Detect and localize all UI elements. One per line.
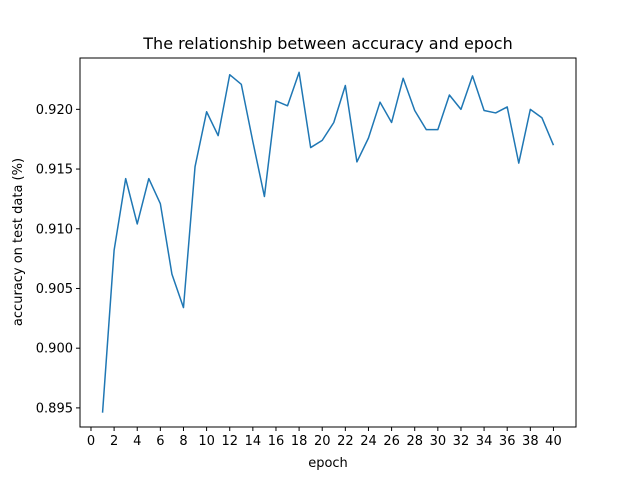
x-tick-label: 38 <box>522 434 539 449</box>
x-tick-label: 24 <box>360 434 377 449</box>
y-axis-title: accuracy on test data (%) <box>11 158 26 326</box>
x-tick-label: 10 <box>198 434 215 449</box>
x-tick-label: 20 <box>314 434 331 449</box>
x-tick-label: 14 <box>245 434 262 449</box>
x-tick-label: 18 <box>291 434 308 449</box>
y-tick-label: 0.895 <box>36 401 73 416</box>
y-tick-label: 0.915 <box>36 163 73 178</box>
y-tick-label: 0.900 <box>36 342 73 357</box>
x-tick-label: 8 <box>179 434 187 449</box>
plot-frame <box>79 57 577 428</box>
x-tick-label: 16 <box>268 434 285 449</box>
series-line <box>101 71 555 413</box>
x-axis-title: epoch <box>308 456 348 471</box>
x-tick-label: 40 <box>545 434 562 449</box>
x-tick-label: 34 <box>476 434 493 449</box>
plot-area <box>101 71 555 413</box>
x-tick-label: 22 <box>337 434 354 449</box>
y-tick-label: 0.910 <box>36 222 73 237</box>
x-tick-label: 30 <box>430 434 447 449</box>
x-axis: 0 2 4 6 8 10 12 14 16 18 20 22 24 26 28 30 32 34 36 38 40 <box>87 427 562 449</box>
x-tick-label: 4 <box>133 434 141 449</box>
y-tick-label: 0.905 <box>36 282 73 297</box>
y-axis: 0.895 0.900 0.905 0.910 0.915 0.920 <box>36 103 80 416</box>
x-tick-label: 0 <box>87 434 95 449</box>
y-tick-label: 0.920 <box>36 103 73 118</box>
x-tick-label: 28 <box>406 434 423 449</box>
x-tick-label: 36 <box>499 434 516 449</box>
x-tick-label: 12 <box>221 434 238 449</box>
x-tick-label: 26 <box>383 434 400 449</box>
x-tick-label: 2 <box>110 434 118 449</box>
x-tick-label: 32 <box>453 434 470 449</box>
x-tick-label: 6 <box>156 434 164 449</box>
chart-title: The relationship between accuracy and ep… <box>142 34 512 53</box>
